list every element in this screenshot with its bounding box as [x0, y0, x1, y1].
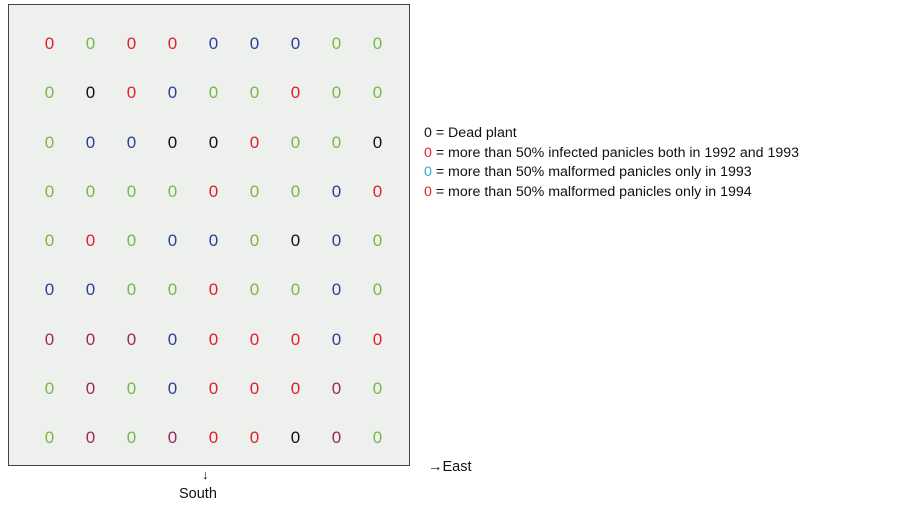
plant-marker: 0	[126, 132, 137, 152]
legend-text: = more than 50% malformed panicles only …	[431, 183, 752, 200]
legend-symbol: 0	[424, 164, 432, 181]
plant-marker: 0	[372, 280, 383, 300]
legend-text: = more than 50% malformed panicles only …	[431, 164, 752, 181]
plant-marker: 0	[85, 379, 96, 399]
plant-marker: 0	[167, 231, 178, 251]
plant-marker: 0	[44, 280, 55, 300]
plant-marker: 0	[331, 181, 342, 201]
plant-marker: 0	[208, 329, 219, 349]
plant-marker: 0	[208, 34, 219, 53]
plant-marker: 0	[44, 231, 55, 251]
plant-marker: 0	[85, 181, 96, 201]
plant-marker: 0	[290, 83, 301, 103]
plant-marker: 0	[249, 280, 260, 300]
plant-marker: 0	[372, 428, 383, 448]
plant-marker: 0	[208, 379, 219, 399]
plant-marker: 0	[372, 329, 383, 349]
plant-marker: 0	[167, 181, 178, 201]
plant-marker: 0	[44, 428, 55, 448]
plant-marker: 0	[85, 231, 96, 251]
plant-marker: 0	[167, 83, 178, 103]
plant-marker: 0	[167, 132, 178, 152]
plant-marker: 0	[331, 83, 342, 103]
plant-marker: 0	[249, 34, 260, 53]
plant-marker: 0	[126, 280, 137, 300]
plant-marker: 0	[290, 280, 301, 300]
plant-marker: 0	[290, 379, 301, 399]
plant-marker: 0	[208, 181, 219, 201]
plant-marker: 0	[249, 428, 260, 448]
plant-marker: 0	[331, 379, 342, 399]
plant-marker: 0	[126, 83, 137, 103]
east-direction-label: →East	[428, 459, 472, 475]
plant-marker: 0	[331, 329, 342, 349]
legend-text: = Dead plant	[431, 125, 517, 141]
plant-marker: 0	[85, 280, 96, 300]
legend: 0 = Dead plant 0 = more than 50% infected…	[424, 124, 799, 202]
plant-marker: 0	[85, 83, 96, 103]
plant-marker: 0	[208, 132, 219, 152]
plant-marker: 0	[372, 83, 383, 103]
field-plot: 0 0 0 0 0 0 0 0 0 0 0 0 0 0 0 0 0 0 0 0 0 0 0 0 0 0 0 0 0 0 0 0 0 0 0 0 0 0 0 0…	[8, 4, 410, 466]
plant-marker: 0	[44, 379, 55, 399]
plant-marker: 0	[249, 329, 260, 349]
legend-symbol: 0	[424, 125, 432, 141]
plant-marker: 0	[372, 231, 383, 251]
plant-grid: 0 0 0 0 0 0 0 0 0 0 0 0 0 0 0 0 0 0 0 0 0 0 0 0 0 0 0 0 0 0 0 0 0 0 0 0 0 0 0 0…	[29, 35, 399, 479]
plant-marker: 0	[208, 231, 219, 251]
legend-text: = more than 50% infected panicles both i…	[431, 144, 800, 161]
plant-marker: 0	[44, 181, 55, 201]
legend-item: 0 = Dead plant	[424, 124, 799, 144]
plant-marker: 0	[85, 428, 96, 448]
plant-marker: 0	[249, 379, 260, 399]
plant-marker: 0	[290, 132, 301, 152]
plant-marker: 0	[372, 34, 383, 53]
legend-item: 0 = more than 50% malformed panicles onl…	[424, 163, 799, 183]
plant-marker: 0	[126, 181, 137, 201]
plant-marker: 0	[331, 34, 342, 53]
legend-symbol: 0	[424, 144, 432, 161]
plant-marker: 0	[167, 329, 178, 349]
plant-marker: 0	[167, 280, 178, 300]
legend-item: 0 = more than 50% infected panicles both…	[424, 144, 799, 164]
plant-marker: 0	[208, 428, 219, 448]
plant-marker: 0	[126, 428, 137, 448]
plant-marker: 0	[126, 34, 137, 53]
plant-marker: 0	[85, 329, 96, 349]
plant-marker: 0	[208, 280, 219, 300]
plant-marker: 0	[290, 329, 301, 349]
plant-marker: 0	[331, 231, 342, 251]
legend-item: 0 = more than 50% malformed panicles onl…	[424, 183, 799, 203]
plant-marker: 0	[167, 34, 178, 53]
legend-symbol: 0	[424, 183, 432, 200]
plant-marker: 0	[249, 132, 260, 152]
plant-marker: 0	[167, 428, 178, 448]
plant-marker: 0	[331, 132, 342, 152]
plant-marker: 0	[44, 329, 55, 349]
plant-marker: 0	[290, 428, 301, 448]
plant-marker: 0	[372, 181, 383, 201]
plant-marker: 0	[85, 34, 96, 53]
plant-marker: 0	[44, 83, 55, 103]
plant-marker: 0	[290, 231, 301, 251]
plant-marker: 0	[44, 34, 55, 53]
south-direction-label: South	[179, 486, 217, 502]
plant-marker: 0	[249, 83, 260, 103]
plant-marker: 0	[249, 231, 260, 251]
plant-marker: 0	[249, 181, 260, 201]
plant-marker: 0	[331, 280, 342, 300]
plant-marker: 0	[331, 428, 342, 448]
plant-marker: 0	[372, 379, 383, 399]
plant-marker: 0	[372, 132, 383, 152]
plant-marker: 0	[44, 132, 55, 152]
plant-marker: 0	[85, 132, 96, 152]
plant-marker: 0	[126, 231, 137, 251]
plant-marker: 0	[290, 181, 301, 201]
plant-marker: 0	[208, 83, 219, 103]
south-arrow-icon: ↓	[202, 467, 209, 482]
plant-marker: 0	[126, 329, 137, 349]
plant-marker: 0	[290, 34, 301, 53]
plant-marker: 0	[126, 379, 137, 399]
plant-marker: 0	[167, 379, 178, 399]
